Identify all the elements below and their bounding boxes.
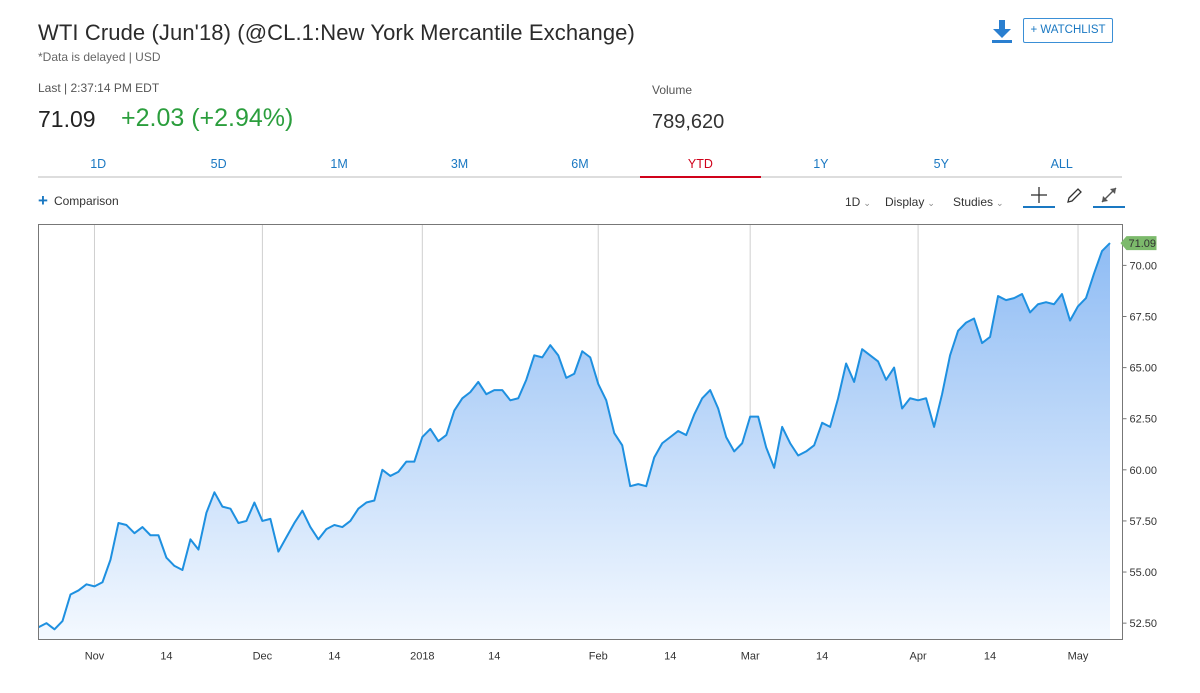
interval-dropdown[interactable]: 1D ⌄ bbox=[845, 195, 871, 209]
pencil-icon[interactable] bbox=[1058, 184, 1090, 208]
tab-5d[interactable]: 5D bbox=[210, 157, 227, 171]
y-tick-label: 70.00 bbox=[1130, 260, 1158, 272]
y-tick-label: 67.50 bbox=[1130, 311, 1158, 323]
comparison-label: Comparison bbox=[53, 194, 119, 208]
tab-all[interactable]: ALL bbox=[1050, 157, 1073, 171]
tab-1m[interactable]: 1M bbox=[330, 157, 348, 171]
studies-dropdown[interactable]: Studies ⌄ bbox=[953, 195, 1004, 209]
x-tick-label: 14 bbox=[664, 651, 676, 663]
chevron-down-icon: ⌄ bbox=[927, 198, 935, 208]
crosshair-icon[interactable] bbox=[1023, 184, 1055, 208]
tab-6m[interactable]: 6M bbox=[571, 157, 589, 171]
tab-3m[interactable]: 3M bbox=[450, 157, 469, 171]
x-tick-label: 14 bbox=[984, 651, 996, 663]
x-tick-label: Feb bbox=[589, 651, 608, 663]
x-tick-label: May bbox=[1068, 651, 1089, 663]
tab-ytd[interactable]: YTD bbox=[640, 150, 762, 178]
x-tick-label: 14 bbox=[160, 651, 172, 663]
last-trade-time: Last | 2:37:14 PM EDT bbox=[38, 81, 160, 95]
tab-1y[interactable]: 1Y bbox=[813, 157, 829, 171]
x-tick-label: 14 bbox=[816, 651, 828, 663]
price-line bbox=[38, 242, 1111, 631]
y-tick-label: 57.50 bbox=[1130, 516, 1158, 528]
y-tick-label: 60.00 bbox=[1130, 465, 1158, 477]
y-axis: 52.50 55.00 57.50 60.00 62.50 65.00 67.50 70.00 bbox=[1122, 260, 1158, 630]
data-delay-note: *Data is delayed | USD bbox=[38, 50, 161, 64]
x-tick-label: Dec bbox=[253, 651, 273, 663]
price-tag-label: 71.09 bbox=[1129, 238, 1157, 250]
y-tick-label: 52.50 bbox=[1130, 618, 1158, 630]
price-tag-shape bbox=[1120, 236, 1157, 251]
x-tick-label: 14 bbox=[488, 651, 500, 663]
plus-icon: + bbox=[38, 191, 48, 210]
x-axis: Nov 14 Dec 14 2018 14 Feb 14 Mar 14 Apr 14 May bbox=[85, 651, 1089, 663]
x-tick-label: 14 bbox=[328, 651, 340, 663]
expand-icon[interactable] bbox=[1093, 184, 1125, 208]
y-tick-label: 62.50 bbox=[1130, 414, 1158, 426]
studies-label: Studies bbox=[953, 195, 994, 209]
price-change: +2.03 (+2.94%) bbox=[121, 104, 294, 132]
x-tick-label: 2018 bbox=[410, 651, 434, 663]
last-price: 71.09 bbox=[38, 106, 96, 132]
price-area bbox=[38, 243, 1110, 640]
x-tick-label: Nov bbox=[85, 651, 105, 663]
chevron-down-icon: ⌄ bbox=[996, 198, 1004, 208]
add-to-watchlist-button[interactable]: + WATCHLIST bbox=[1023, 18, 1113, 43]
volume-label: Volume bbox=[652, 83, 693, 97]
download-icon[interactable] bbox=[990, 18, 1014, 44]
plot-frame bbox=[38, 224, 1123, 640]
time-range-tabs: 1D 5D 1M 3M 6M YTD 1Y 5Y ALL bbox=[38, 150, 1122, 178]
y-tick-label: 55.00 bbox=[1130, 567, 1158, 579]
comparison-button[interactable]: + Comparison bbox=[38, 191, 119, 210]
display-label: Display bbox=[885, 195, 925, 209]
volume-value: 789,620 bbox=[652, 111, 725, 133]
tab-1d[interactable]: 1D bbox=[90, 157, 107, 171]
page-title: WTI Crude (Jun'18) (@CL.1:New York Merca… bbox=[38, 20, 635, 45]
tab-5y[interactable]: 5Y bbox=[933, 157, 949, 171]
y-tick-label: 65.00 bbox=[1130, 363, 1158, 375]
last-price-tag: 71.09 bbox=[1120, 236, 1157, 251]
price-chart[interactable]: 52.50 55.00 57.50 60.00 62.50 65.00 67.50 70.00… bbox=[0, 220, 1200, 693]
interval-label: 1D bbox=[845, 195, 861, 209]
x-tick-label: Apr bbox=[910, 651, 927, 663]
display-dropdown[interactable]: Display ⌄ bbox=[885, 195, 935, 209]
x-tick-label: Mar bbox=[741, 651, 760, 663]
chevron-down-icon: ⌄ bbox=[863, 198, 871, 208]
